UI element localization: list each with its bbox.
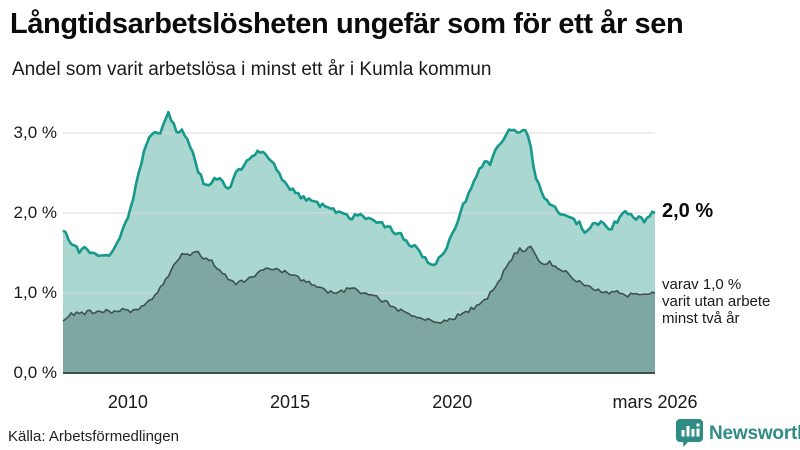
subset-annotation-line: minst två år — [662, 310, 740, 327]
x-axis-label: 2015 — [270, 392, 311, 412]
x-axis-label: mars 2026 — [612, 392, 698, 412]
x-axis-label: 2020 — [432, 392, 473, 412]
page-title: Långtidsarbetslösheten ungefär som för e… — [10, 8, 684, 40]
newsworthy-logo: Newsworthy — [676, 419, 800, 448]
subset-annotation: varav 1,0 % varit utan arbete minst två … — [662, 276, 770, 327]
y-axis-label: 2,0 % — [13, 203, 57, 222]
subset-annotation-line: varav 1,0 % — [662, 276, 742, 293]
source-note: Källa: Arbetsförmedlingen — [8, 428, 179, 445]
end-value-label-total: 2,0 % — [662, 200, 714, 222]
subset-annotation-line: varit utan arbete — [662, 293, 771, 310]
y-axis-label: 3,0 % — [13, 123, 57, 142]
newsworthy-wordmark: Newsworthy — [709, 422, 800, 444]
y-axis-label: 1,0 % — [13, 283, 57, 302]
chart-subtitle: Andel som varit arbetslösa i minst ett å… — [12, 59, 492, 80]
x-axis-label: 2010 — [107, 392, 148, 412]
newsworthy-bubble-chart-icon — [676, 419, 703, 447]
y-axis-label: 0,0 % — [13, 363, 57, 382]
